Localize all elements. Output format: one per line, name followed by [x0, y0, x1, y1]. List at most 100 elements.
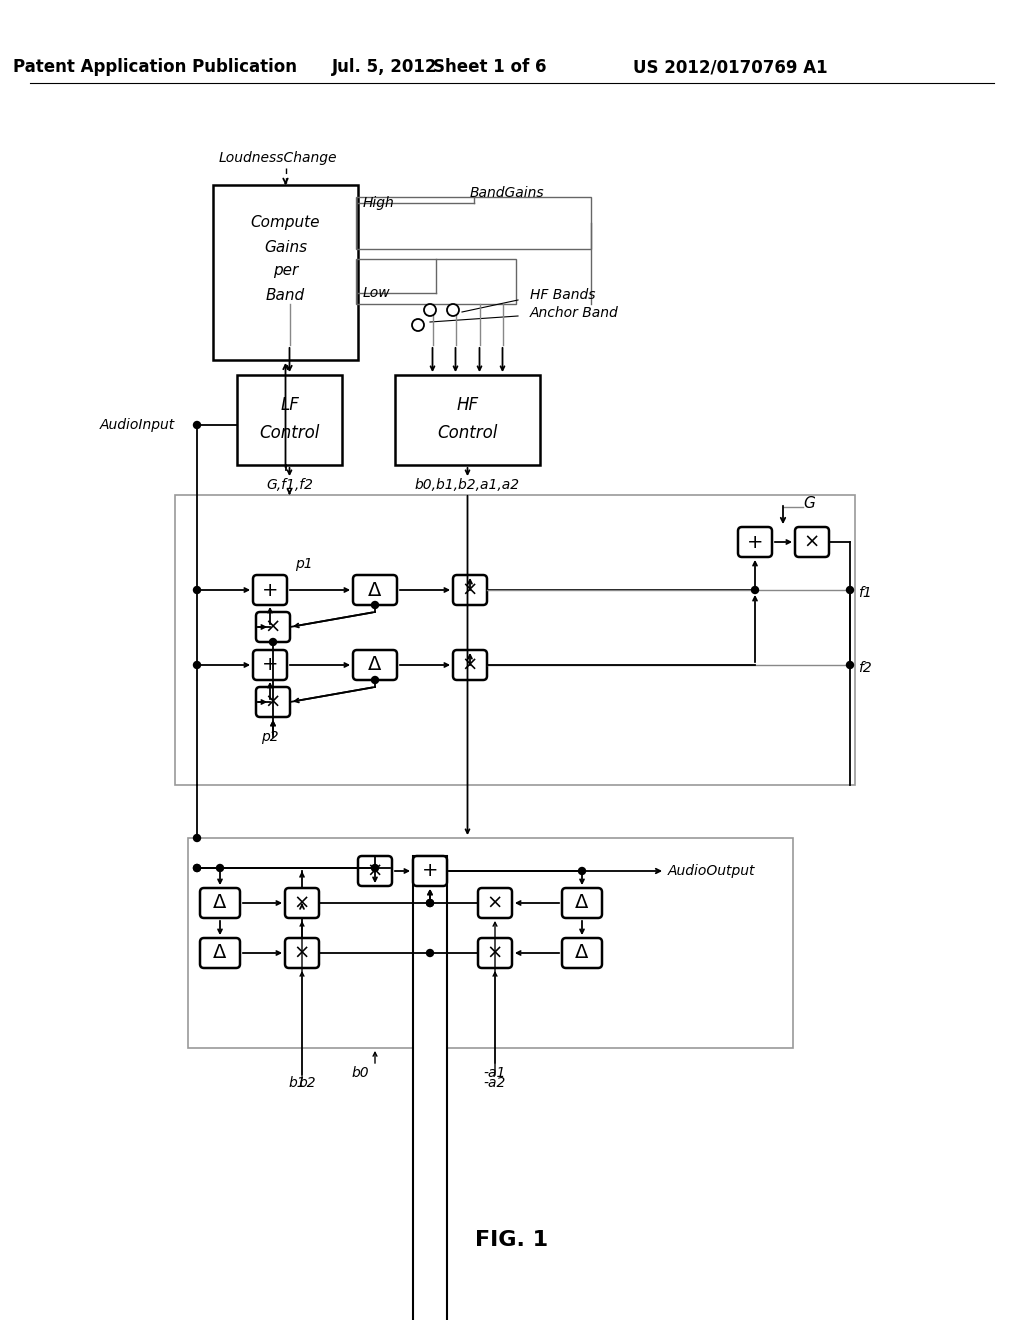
Text: f1: f1 — [858, 586, 871, 601]
Text: High: High — [362, 195, 394, 210]
Bar — [413, 855, 447, 1320]
Text: HF: HF — [457, 396, 478, 414]
Text: p2: p2 — [261, 730, 279, 744]
Circle shape — [194, 865, 201, 871]
Text: ×: × — [486, 944, 503, 962]
Text: ×: × — [265, 693, 282, 711]
Text: +: + — [262, 581, 279, 599]
Text: +: + — [746, 532, 763, 552]
Text: Anchor Band: Anchor Band — [530, 306, 618, 319]
Bar — [356, 197, 591, 249]
Text: G: G — [803, 495, 815, 511]
Text: p1: p1 — [295, 557, 312, 572]
Bar — [395, 375, 540, 465]
Text: +: + — [262, 656, 279, 675]
FancyBboxPatch shape — [256, 686, 290, 717]
FancyBboxPatch shape — [285, 939, 319, 968]
Text: Patent Application Publication: Patent Application Publication — [13, 58, 297, 77]
Circle shape — [847, 661, 853, 668]
Circle shape — [579, 867, 586, 874]
Text: per: per — [272, 264, 298, 279]
Text: Control: Control — [259, 424, 319, 442]
Circle shape — [269, 639, 276, 645]
FancyBboxPatch shape — [453, 649, 487, 680]
Circle shape — [194, 834, 201, 842]
Circle shape — [427, 899, 433, 907]
Text: ×: × — [294, 944, 310, 962]
FancyBboxPatch shape — [453, 576, 487, 605]
FancyBboxPatch shape — [478, 939, 512, 968]
FancyBboxPatch shape — [353, 649, 397, 680]
Circle shape — [194, 865, 201, 871]
Circle shape — [847, 586, 853, 594]
FancyBboxPatch shape — [478, 888, 512, 917]
FancyBboxPatch shape — [285, 888, 319, 917]
Text: G,f1,f2: G,f1,f2 — [266, 478, 313, 492]
Text: BandGains: BandGains — [470, 186, 545, 201]
Text: Δ: Δ — [213, 894, 226, 912]
Circle shape — [447, 304, 459, 315]
FancyBboxPatch shape — [413, 855, 447, 886]
Circle shape — [752, 586, 759, 594]
Text: Δ: Δ — [575, 944, 589, 962]
Circle shape — [194, 421, 201, 429]
FancyBboxPatch shape — [353, 576, 397, 605]
Circle shape — [412, 319, 424, 331]
FancyBboxPatch shape — [358, 855, 392, 886]
Circle shape — [372, 865, 379, 871]
FancyBboxPatch shape — [738, 527, 772, 557]
Text: Band: Band — [266, 288, 305, 302]
Text: ×: × — [462, 656, 478, 675]
Text: ×: × — [804, 532, 820, 552]
Text: Δ: Δ — [575, 894, 589, 912]
Circle shape — [216, 865, 223, 871]
Text: AudioInput: AudioInput — [100, 418, 175, 432]
Text: f2: f2 — [858, 661, 871, 675]
Bar — [188, 838, 793, 1048]
Text: Δ: Δ — [369, 656, 382, 675]
Circle shape — [427, 899, 433, 907]
Text: b1: b1 — [288, 1076, 306, 1090]
Text: ×: × — [265, 618, 282, 636]
FancyBboxPatch shape — [200, 888, 240, 917]
Text: ×: × — [294, 894, 310, 912]
Text: Δ: Δ — [213, 944, 226, 962]
Bar — [237, 375, 342, 465]
Text: LF: LF — [280, 396, 299, 414]
Bar — [356, 259, 516, 304]
Text: Gains: Gains — [264, 239, 307, 255]
FancyBboxPatch shape — [256, 612, 290, 642]
Text: -a1: -a1 — [483, 1067, 506, 1080]
Text: Δ: Δ — [369, 581, 382, 599]
Circle shape — [194, 586, 201, 594]
FancyBboxPatch shape — [562, 888, 602, 917]
Text: b0,b1,b2,a1,a2: b0,b1,b2,a1,a2 — [415, 478, 520, 492]
FancyBboxPatch shape — [253, 576, 287, 605]
FancyBboxPatch shape — [562, 939, 602, 968]
Text: ×: × — [367, 862, 383, 880]
Text: AudioOutput: AudioOutput — [668, 865, 756, 878]
Text: +: + — [422, 862, 438, 880]
Circle shape — [427, 949, 433, 957]
FancyBboxPatch shape — [795, 527, 829, 557]
Text: LoudnessChange: LoudnessChange — [218, 150, 337, 165]
Text: Control: Control — [437, 424, 498, 442]
Text: -a2: -a2 — [483, 1076, 506, 1090]
Circle shape — [372, 602, 379, 609]
Text: FIG. 1: FIG. 1 — [475, 1230, 549, 1250]
Circle shape — [194, 661, 201, 668]
Text: HF Bands: HF Bands — [530, 288, 596, 302]
Text: Jul. 5, 2012: Jul. 5, 2012 — [332, 58, 437, 77]
Bar — [213, 185, 358, 360]
Bar — [175, 495, 855, 785]
Circle shape — [372, 676, 379, 684]
Text: Compute: Compute — [251, 215, 321, 231]
Text: Sheet 1 of 6: Sheet 1 of 6 — [433, 58, 547, 77]
Text: Low: Low — [362, 286, 390, 300]
Text: b2: b2 — [298, 1076, 315, 1090]
Text: US 2012/0170769 A1: US 2012/0170769 A1 — [633, 58, 827, 77]
Text: b0: b0 — [351, 1067, 369, 1080]
FancyBboxPatch shape — [200, 939, 240, 968]
FancyBboxPatch shape — [253, 649, 287, 680]
Text: ×: × — [486, 894, 503, 912]
